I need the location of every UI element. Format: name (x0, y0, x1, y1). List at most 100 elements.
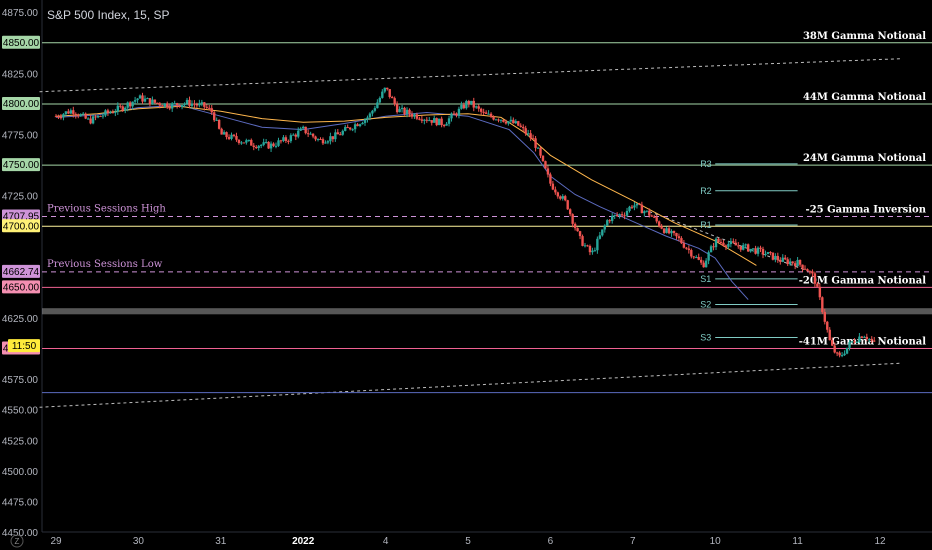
candle-body (648, 210, 651, 216)
x-tick-label: 5 (465, 536, 471, 547)
candle-body (245, 140, 248, 143)
candle-body (774, 255, 777, 260)
price-badge-label: 4707.95 (3, 212, 40, 223)
candle-body (524, 128, 527, 134)
candle-body (709, 246, 713, 253)
candle-body (675, 232, 678, 237)
y-tick-label: 4825.00 (2, 69, 39, 80)
candle-body (831, 340, 834, 346)
candle-body (378, 97, 382, 103)
candle-body (210, 108, 213, 113)
candle-body (677, 236, 681, 239)
candle-body (850, 341, 854, 343)
candle-body (833, 345, 836, 353)
session-label: Previous Sessions High (47, 204, 166, 215)
x-tick-label: 12 (874, 536, 886, 547)
candle-body (279, 140, 283, 142)
candle-body (858, 336, 861, 342)
candle-body (353, 124, 357, 130)
timezone-icon-glyph: Z (15, 537, 20, 546)
candle-body (111, 112, 115, 114)
candle-body (714, 238, 718, 248)
pivot-label: R2 (700, 186, 712, 196)
candle-body (341, 130, 344, 135)
candle-body (845, 347, 849, 354)
candle-body (138, 95, 142, 99)
candle-body (306, 133, 310, 135)
candle-body (119, 105, 122, 107)
chart-title: S&P 500 Index, 15, SP (47, 8, 170, 22)
candle-body (348, 127, 352, 130)
candle-body (423, 119, 426, 121)
candle-body (415, 114, 419, 119)
candle-body (326, 141, 330, 143)
candle-body (72, 110, 75, 114)
candle-body (556, 192, 560, 197)
candle-body (447, 118, 451, 124)
candle-body (294, 134, 297, 137)
candle-body (336, 132, 340, 135)
candle-body (114, 111, 117, 113)
price-badge (2, 219, 40, 233)
candle-body (227, 137, 231, 139)
y-tick-label: 4875.00 (2, 8, 39, 19)
x-tick-label: 29 (50, 536, 62, 547)
candle-body (690, 250, 693, 257)
candle-body (408, 109, 411, 115)
candle-body (178, 105, 181, 108)
candle-body (262, 142, 265, 145)
candle-body (818, 286, 822, 298)
candle-body (868, 338, 871, 340)
candle-body (188, 99, 191, 106)
candle-body (808, 271, 812, 273)
candle-body (618, 214, 621, 216)
candle-body (437, 118, 441, 126)
candle-body (403, 107, 406, 115)
candle-body (442, 125, 446, 127)
candle-body (840, 355, 844, 357)
candle-body (272, 143, 275, 146)
candle-body (94, 116, 97, 118)
candle-body (588, 245, 592, 253)
candle-body (655, 217, 658, 222)
candle-body (653, 216, 656, 218)
candle-body (662, 228, 666, 233)
candle-body (598, 235, 602, 239)
timezone-icon (10, 534, 24, 548)
candle-body (687, 248, 691, 251)
x-tick-label: 2022 (292, 536, 315, 547)
candle-body (324, 142, 327, 144)
candle-body (796, 259, 799, 267)
candle-body (665, 228, 668, 233)
candle-body (583, 245, 587, 247)
candle-body (660, 226, 663, 229)
candle-body (351, 129, 354, 131)
candle-body (79, 114, 82, 117)
price-badge (2, 280, 40, 294)
candle-body (571, 214, 574, 224)
candle-body (386, 87, 389, 90)
candle-body (754, 248, 757, 254)
candle-body (475, 106, 478, 108)
candle-body (158, 103, 162, 106)
candle-body (492, 116, 495, 120)
candle-body (568, 209, 572, 215)
candle-body (499, 119, 503, 121)
candle-body (344, 127, 347, 131)
candle-body (361, 122, 364, 125)
candle-body (707, 252, 710, 261)
candle-body (697, 257, 700, 260)
candle-body (252, 145, 255, 148)
candle-body (699, 259, 703, 263)
candle-body (371, 110, 374, 114)
candle-body (175, 103, 179, 106)
candle-body (611, 215, 614, 221)
candle-body (702, 262, 705, 268)
candle-body (739, 246, 742, 250)
candle-body (64, 111, 68, 115)
candle-body (816, 283, 819, 287)
candle-body (77, 115, 80, 117)
candle-body (853, 341, 856, 343)
candle-body (452, 113, 456, 115)
